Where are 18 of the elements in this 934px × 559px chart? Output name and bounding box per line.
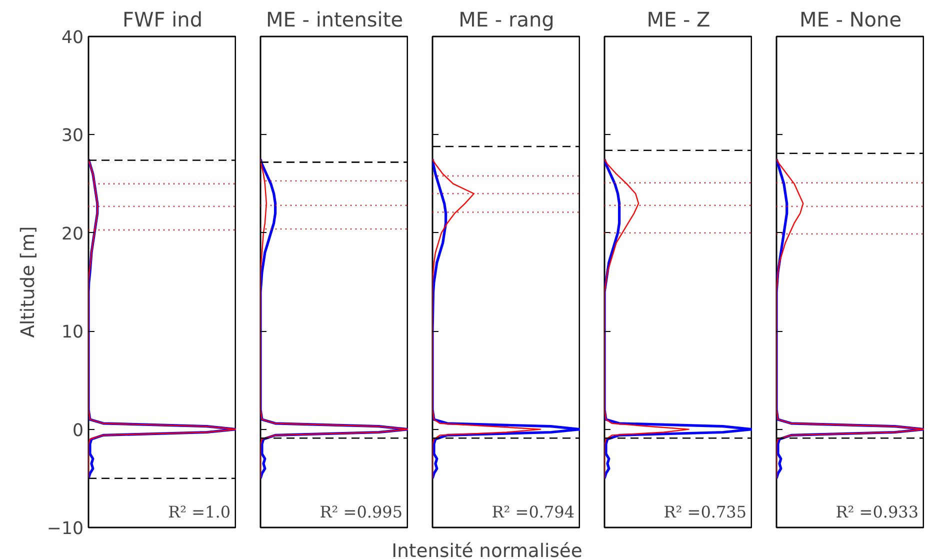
annotation: R² =0.735 [664, 502, 747, 522]
y-tick-label: 20 [61, 224, 84, 244]
annotation: R² =0.995 [320, 502, 403, 522]
chart-title: ME - Z [646, 8, 710, 32]
chart-title: ME - None [800, 8, 902, 32]
chart-title: ME - rang [458, 8, 554, 32]
x-axis-title: Intensité normalisée [392, 541, 582, 559]
y-tick-label: 0 [72, 420, 84, 441]
annotation: R² =0.794 [492, 502, 575, 522]
annotation: R² =0.933 [836, 502, 919, 522]
y-tick-label: 10 [61, 322, 84, 343]
chart-title: ME - intensite [266, 8, 404, 32]
y-tick-label: 40 [61, 28, 84, 48]
chart-title: FWF ind [122, 8, 203, 32]
y-tick-label: −10 [46, 519, 84, 539]
y-tick-label: 30 [61, 126, 84, 146]
y-axis-title: Altitude [m] [18, 226, 39, 338]
annotation: R² =1.0 [168, 502, 231, 522]
